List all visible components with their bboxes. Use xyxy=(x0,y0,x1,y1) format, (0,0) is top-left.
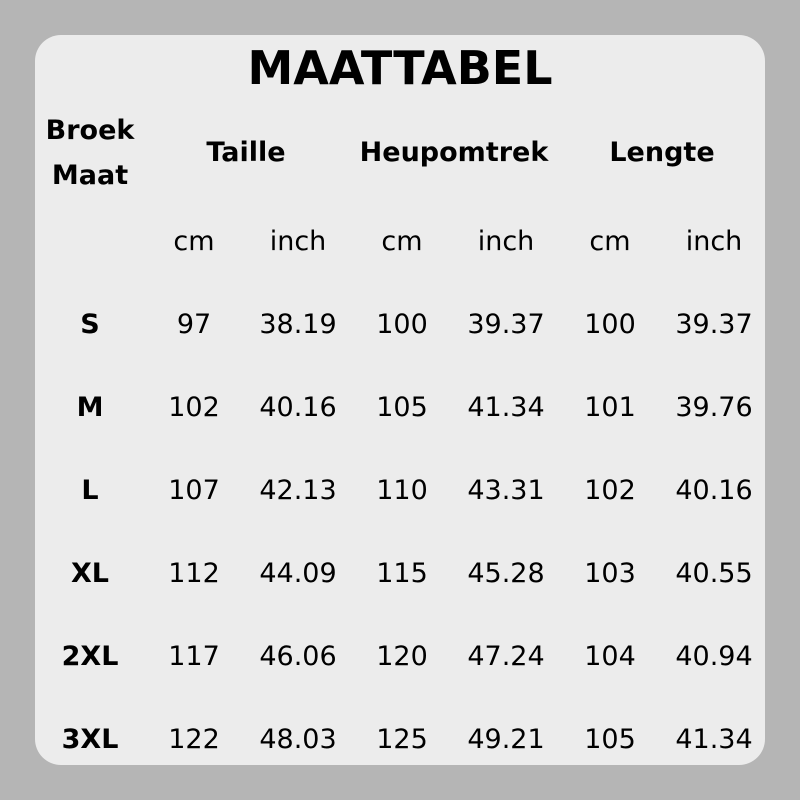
group-header-heupomtrek: Heupomtrek xyxy=(359,137,549,168)
size-column-header: Broek Maat xyxy=(38,108,142,198)
table-cell: 39.76 xyxy=(675,392,753,423)
size-label: 2XL xyxy=(61,641,119,672)
table-cell: 39.37 xyxy=(675,309,753,340)
table-cell: 40.94 xyxy=(675,641,753,672)
table-cell: 105 xyxy=(376,392,428,423)
table-cell: 100 xyxy=(584,309,636,340)
table-cell: 104 xyxy=(584,641,636,672)
table-cell: 41.34 xyxy=(467,392,545,423)
size-label: 3XL xyxy=(61,724,119,755)
table-cell: 39.37 xyxy=(467,309,545,340)
table-cell: 102 xyxy=(584,475,636,506)
table-cell: 112 xyxy=(168,558,220,589)
table-cell: 117 xyxy=(168,641,220,672)
table-cell: 107 xyxy=(168,475,220,506)
group-header-taille: Taille xyxy=(206,137,286,168)
size-header-line: Broek xyxy=(45,115,135,146)
table-cell: 41.34 xyxy=(675,724,753,755)
table-cell: 105 xyxy=(584,724,636,755)
table-cell: 38.19 xyxy=(259,309,337,340)
table-cell: 45.28 xyxy=(467,558,545,589)
size-label: L xyxy=(81,475,99,506)
size-label: S xyxy=(80,309,100,340)
table-cell: 49.21 xyxy=(467,724,545,755)
size-chart-card xyxy=(35,35,765,765)
table-cell: 115 xyxy=(376,558,428,589)
chart-title: MAATTABEL xyxy=(247,41,553,95)
table-cell: 100 xyxy=(376,309,428,340)
unit-header: cm xyxy=(173,226,215,257)
size-label: XL xyxy=(70,558,110,589)
table-cell: 110 xyxy=(376,475,428,506)
table-cell: 120 xyxy=(376,641,428,672)
table-cell: 102 xyxy=(168,392,220,423)
table-cell: 43.31 xyxy=(467,475,545,506)
table-cell: 101 xyxy=(584,392,636,423)
table-cell: 40.16 xyxy=(259,392,337,423)
table-cell: 44.09 xyxy=(259,558,337,589)
table-cell: 46.06 xyxy=(259,641,337,672)
table-cell: 125 xyxy=(376,724,428,755)
size-header-line: Maat xyxy=(51,160,129,191)
unit-header: cm xyxy=(589,226,631,257)
table-cell: 40.16 xyxy=(675,475,753,506)
unit-header: inch xyxy=(685,226,743,257)
unit-header: inch xyxy=(477,226,535,257)
table-cell: 42.13 xyxy=(259,475,337,506)
size-label: M xyxy=(76,392,104,423)
table-cell: 40.55 xyxy=(675,558,753,589)
table-cell: 48.03 xyxy=(259,724,337,755)
table-cell: 122 xyxy=(168,724,220,755)
table-cell: 103 xyxy=(584,558,636,589)
unit-header: inch xyxy=(269,226,327,257)
unit-header: cm xyxy=(381,226,423,257)
table-cell: 97 xyxy=(176,309,212,340)
group-header-lengte: Lengte xyxy=(609,137,715,168)
table-cell: 47.24 xyxy=(467,641,545,672)
